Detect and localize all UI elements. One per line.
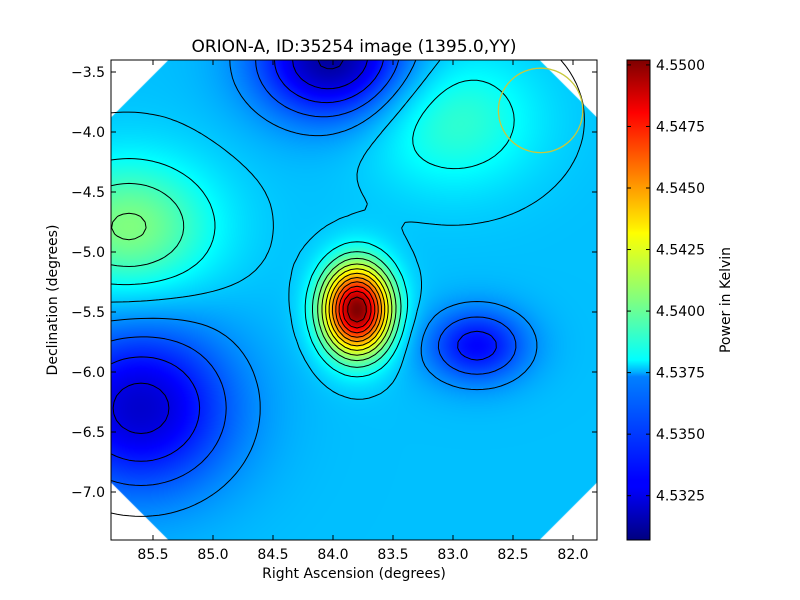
beam-circle xyxy=(497,67,584,154)
colorbar-tick-label: 4.5325 xyxy=(656,489,705,505)
colorbar-tick-label: 4.5500 xyxy=(656,58,705,74)
y-tick-label: −7.0 xyxy=(71,485,105,501)
colorbar-tick-label: 4.5350 xyxy=(656,427,705,443)
y-tick-label: −6.5 xyxy=(71,425,105,441)
colorbar-tick-label: 4.5375 xyxy=(656,366,705,382)
contour-lines xyxy=(111,60,585,517)
contour-line xyxy=(347,296,367,323)
y-tick-label: −4.0 xyxy=(71,125,105,141)
contour-line xyxy=(338,285,376,334)
contour-line xyxy=(335,281,379,338)
y-ticks: −3.5 −4.0 −4.5 −5.0 −5.5 −6.0 −6.5 −7.0 xyxy=(71,65,597,501)
contour-line xyxy=(321,263,393,356)
x-tick-label: 83.5 xyxy=(377,547,408,563)
y-tick-label: −4.5 xyxy=(71,185,105,201)
y-tick-label: −5.5 xyxy=(71,305,105,321)
plot-area: 85.5 85.0 84.5 84.0 83.5 83.0 82.5 82.0 −3.5 −4.… xyxy=(71,59,598,563)
colorbar-label: Power in Kelvin xyxy=(718,247,734,353)
colorbar: 4.5325 4.5350 4.5375 4.5400 4.5425 4.5450 4.54… xyxy=(626,58,734,541)
contour-line xyxy=(111,60,517,486)
contour-line xyxy=(317,60,344,70)
colorbar-tick-label: 4.5450 xyxy=(656,181,705,197)
contour-line xyxy=(111,212,397,362)
contour-line xyxy=(331,277,382,343)
contour-line xyxy=(111,60,585,400)
contour-line xyxy=(111,79,515,378)
contour-line xyxy=(112,60,368,434)
y-tick-label: −5.0 xyxy=(71,245,105,261)
colorbar-tick-label: 4.5425 xyxy=(656,243,705,259)
x-tick-label: 84.0 xyxy=(317,547,348,563)
y-axis-label: Declination (degrees) xyxy=(45,225,61,376)
colorbar-tick-label: 4.5475 xyxy=(656,119,705,135)
x-tick-label: 85.5 xyxy=(137,547,168,563)
x-tick-label: 84.5 xyxy=(257,547,288,563)
x-tick-label: 85.0 xyxy=(197,547,228,563)
chart-title: ORION-A, ID:35254 image (1395.0,YY) xyxy=(191,37,516,57)
x-tick-label: 82.5 xyxy=(497,547,528,563)
colorbar-tick-label: 4.5400 xyxy=(656,304,705,320)
contour-line xyxy=(111,60,497,462)
contour-line xyxy=(111,60,538,517)
plot-frame xyxy=(110,59,598,541)
x-ticks: 85.5 85.0 84.5 84.0 83.5 83.0 82.5 82.0 xyxy=(137,60,589,563)
x-axis-label: Right Ascension (degrees) xyxy=(262,566,446,582)
contour-line xyxy=(325,268,389,351)
contour-line xyxy=(328,272,386,347)
colorbar-ticks: 4.5325 4.5350 4.5375 4.5400 4.5425 4.5450 4.54… xyxy=(627,58,705,505)
contour-line xyxy=(111,182,402,368)
x-tick-label: 83.0 xyxy=(437,547,468,563)
colorbar-gradient xyxy=(626,59,651,541)
contour-line xyxy=(342,290,372,329)
x-tick-label: 82.0 xyxy=(557,547,588,563)
heatmap-image xyxy=(111,60,597,540)
y-tick-label: −6.0 xyxy=(71,365,105,381)
y-tick-label: −3.5 xyxy=(71,65,105,81)
